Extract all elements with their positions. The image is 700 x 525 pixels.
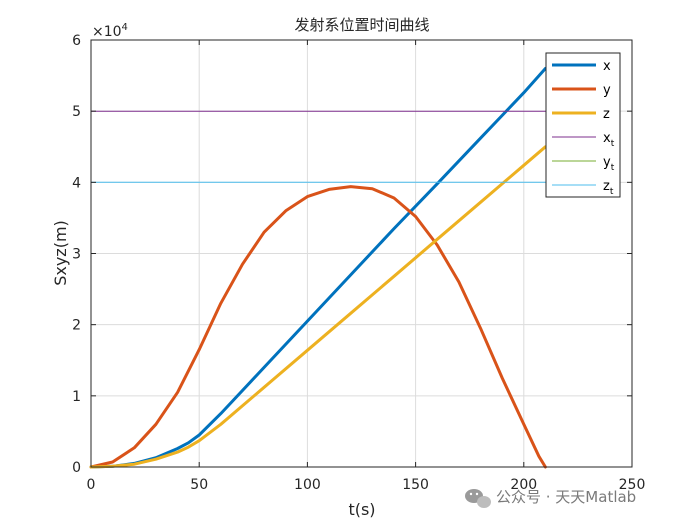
y-tick-labels: 0 1 2 3 4 5 6 <box>72 33 81 476</box>
watermark-text: 公众号 · 天天Matlab <box>496 488 636 506</box>
y-tick-label: 6 <box>72 33 81 49</box>
legend: xyz xt yt zt <box>545 52 621 198</box>
legend-label: y <box>603 83 611 98</box>
legend-label: xt <box>603 131 615 149</box>
x-axis-label: t(s) <box>348 500 375 519</box>
series-line-y <box>89 185 547 469</box>
x-tick-label: 200 <box>510 477 537 493</box>
chart-title: 发射系位置时间曲线 <box>294 16 429 34</box>
legend-label: x <box>603 59 611 74</box>
x-tick-labels: 0 50 100 150 200 250 <box>87 477 646 493</box>
y-tick-label: 5 <box>72 104 81 120</box>
y-tick-label: 1 <box>72 389 81 405</box>
wechat-icon <box>465 489 491 508</box>
x-tick-label: 0 <box>87 477 96 493</box>
y-tick-label: 4 <box>72 175 81 191</box>
x-tick-label: 250 <box>619 477 646 493</box>
x-tick-label: 50 <box>190 477 208 493</box>
legend-label: zt <box>603 179 614 197</box>
legend-box <box>545 52 621 198</box>
x-tick-label: 100 <box>294 477 321 493</box>
legend-label: z <box>603 107 610 122</box>
x-tick-label: 150 <box>402 477 429 493</box>
y-axis-label: Sxyz(m) <box>51 220 70 286</box>
series-line-z <box>89 145 547 469</box>
legend-label: yt <box>603 155 615 173</box>
watermark: 公众号 · 天天Matlab <box>465 488 636 508</box>
y-tick-label: 3 <box>72 247 81 263</box>
y-tick-label: 2 <box>72 318 81 334</box>
y-exponent-label: ×104 <box>92 22 128 40</box>
axis-ticks <box>90 39 633 468</box>
y-tick-label: 0 <box>72 460 81 476</box>
